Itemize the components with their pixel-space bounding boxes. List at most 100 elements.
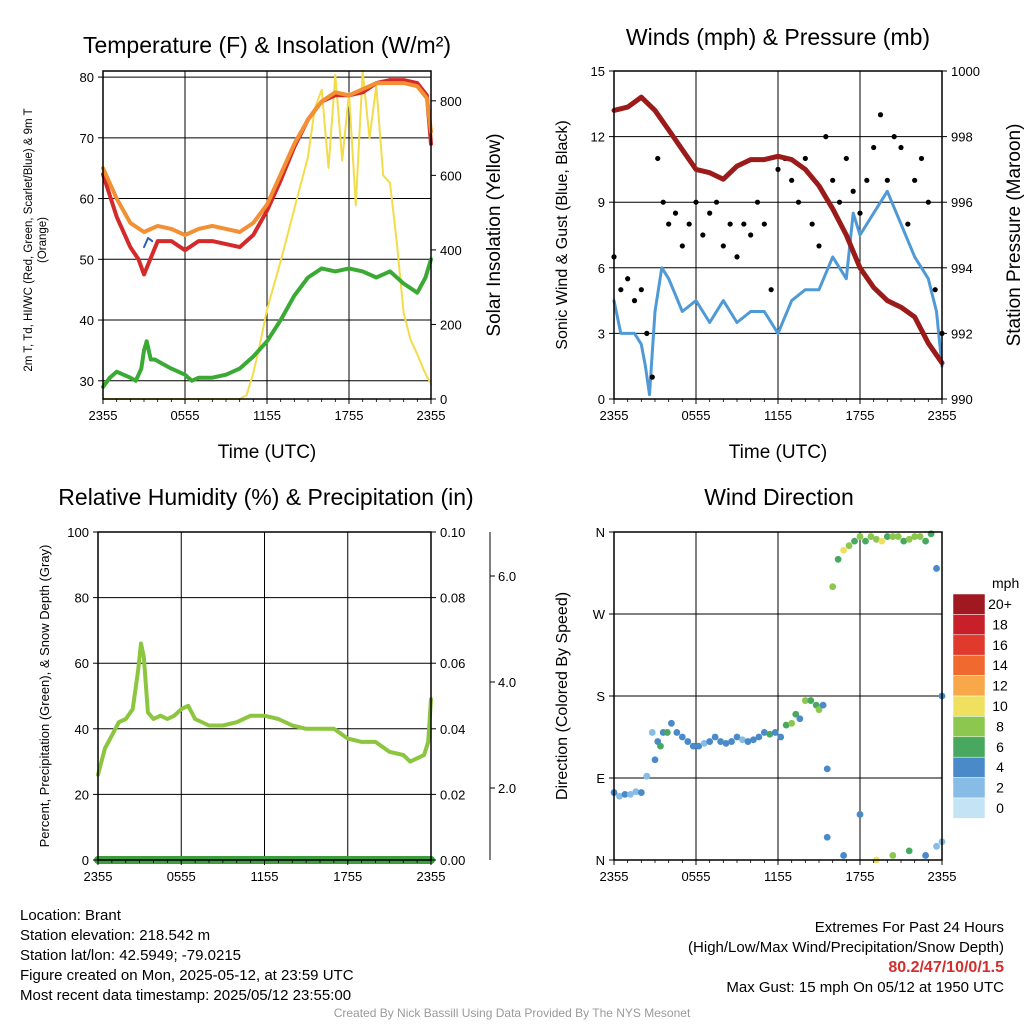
y-tick-label: 30 [80, 374, 94, 389]
y2-tick-label: 1000 [951, 64, 980, 79]
direction-point [900, 537, 908, 545]
gust-point [918, 155, 925, 162]
gust-point [644, 330, 650, 336]
direction-point [643, 772, 651, 780]
gust-point [748, 232, 754, 238]
x-tick-label: 2355 [928, 869, 957, 884]
gust-point [754, 199, 761, 205]
figure-created: Figure created on Mon, 2025-05-12, at 23… [20, 967, 354, 984]
credit-line: Created By Nick Bassill Using Data Provi… [333, 1006, 691, 1020]
direction-series [610, 530, 946, 864]
speed-legend-label: 8 [996, 718, 1004, 734]
station-info: Location: Brant Station elevation: 218.5… [20, 906, 354, 1006]
humidity-panel: Relative Humidity (%) & Precipitation (i… [37, 484, 516, 884]
gust-point [795, 199, 802, 205]
9m-t-line [101, 81, 433, 237]
gust-point [884, 177, 890, 183]
y-tick-label: 60 [75, 656, 89, 671]
gust-point [802, 155, 808, 162]
y-tick-label: 50 [80, 252, 94, 267]
direction-point [632, 788, 640, 796]
y2-tick-label: 994 [951, 261, 973, 276]
y-tick-label: 0 [82, 853, 89, 868]
humidity-ticks: 2355 0555 1155 1755 23550204060801000.000.02… [67, 525, 516, 884]
x-tick-label: 1755 [846, 869, 875, 884]
y2-tick-label: 992 [951, 326, 973, 341]
x-tick-label: 1155 [251, 869, 279, 884]
speed-legend-swatch [952, 654, 986, 676]
direction-panel: Wind Direction Direction (Colored By Spe… [554, 484, 1019, 884]
direction-point [711, 733, 719, 741]
direction-point [777, 733, 785, 741]
x-tick-label: 0555 [171, 408, 200, 423]
y2-tick-label: 990 [951, 392, 973, 407]
direction-point [706, 738, 714, 745]
y2-tick-label: 996 [951, 195, 973, 210]
gust-point [625, 276, 631, 282]
speed-legend-swatch [952, 634, 986, 656]
direction-point [933, 565, 940, 572]
wind-series [611, 94, 945, 397]
direction-point [637, 789, 645, 796]
gust-point [693, 199, 699, 205]
speed-legend-label: 2 [996, 780, 1004, 796]
x-tick-label: 2355 [417, 869, 446, 884]
direction-point [689, 742, 697, 750]
y2-tick-label: 0.02 [440, 787, 465, 802]
direction-point [933, 842, 940, 850]
direction-point [796, 715, 804, 723]
x-tick-label: 1755 [335, 408, 364, 423]
x-tick-label: 2355 [928, 408, 957, 423]
direction-point [668, 719, 675, 727]
direction-point [867, 533, 875, 540]
direction-point [807, 697, 815, 704]
speed-legend-title: mph [992, 575, 1019, 591]
gust-point [925, 199, 931, 205]
x-tick-label: 1755 [846, 408, 875, 423]
x-tick-label: 0555 [682, 869, 711, 884]
gust-point [830, 177, 836, 183]
temperature-series [101, 70, 433, 400]
direction-grid [614, 531, 942, 861]
direction-point [750, 736, 757, 744]
direction-point [894, 533, 902, 540]
direction-title: Wind Direction [704, 484, 854, 510]
humidity-ylabel-left: Percent, Precipitation (Green), & Snow D… [37, 545, 52, 848]
gust-point [809, 221, 815, 227]
gust-point [816, 243, 822, 249]
direction-point [905, 535, 913, 543]
gust-point [850, 188, 856, 194]
direction-point [829, 583, 837, 591]
gust-point [741, 221, 747, 227]
speed-legend-label: 12 [992, 678, 1008, 694]
direction-point [819, 701, 827, 709]
direction-ylabel-left: Direction (Colored By Speed) [554, 592, 571, 800]
speed-legend-swatch [952, 777, 986, 799]
station-pressure-line [611, 94, 945, 366]
gust-point [720, 243, 726, 249]
direction-point [651, 756, 659, 764]
y-tick-label: 15 [591, 64, 605, 79]
speed-legend-swatch [952, 675, 986, 697]
y2-tick-label: 0.04 [440, 722, 465, 737]
direction-point [627, 791, 634, 798]
speed-legend-label: 16 [992, 637, 1008, 653]
station-location: Location: Brant [20, 907, 121, 924]
recent-timestamp: Most recent data timestamp: 2025/05/12 2… [20, 987, 352, 1004]
wind-ticks: 2355 0555 1155 1755 235503691215990992994996… [591, 64, 980, 423]
direction-point [856, 811, 864, 818]
y2-tick-label: 0.10 [440, 525, 465, 540]
temperature-ylabel-left: 2m T, Td, HI/WC (Red, Green, Scarlet/Blu… [23, 108, 49, 372]
max-gust: Max Gust: 15 mph On 05/12 at 1950 UTC [726, 979, 1004, 996]
y2-tick-label: 400 [440, 243, 462, 258]
x-tick-label: 0555 [167, 869, 196, 884]
direction-point [878, 537, 886, 545]
direction-point [744, 738, 752, 745]
x-tick-label: 1155 [764, 408, 792, 423]
gust-point [843, 155, 849, 162]
direction-point [739, 736, 746, 744]
direction-point [851, 537, 858, 545]
gust-point [789, 177, 795, 183]
y2-tick-label: 0 [440, 392, 447, 407]
